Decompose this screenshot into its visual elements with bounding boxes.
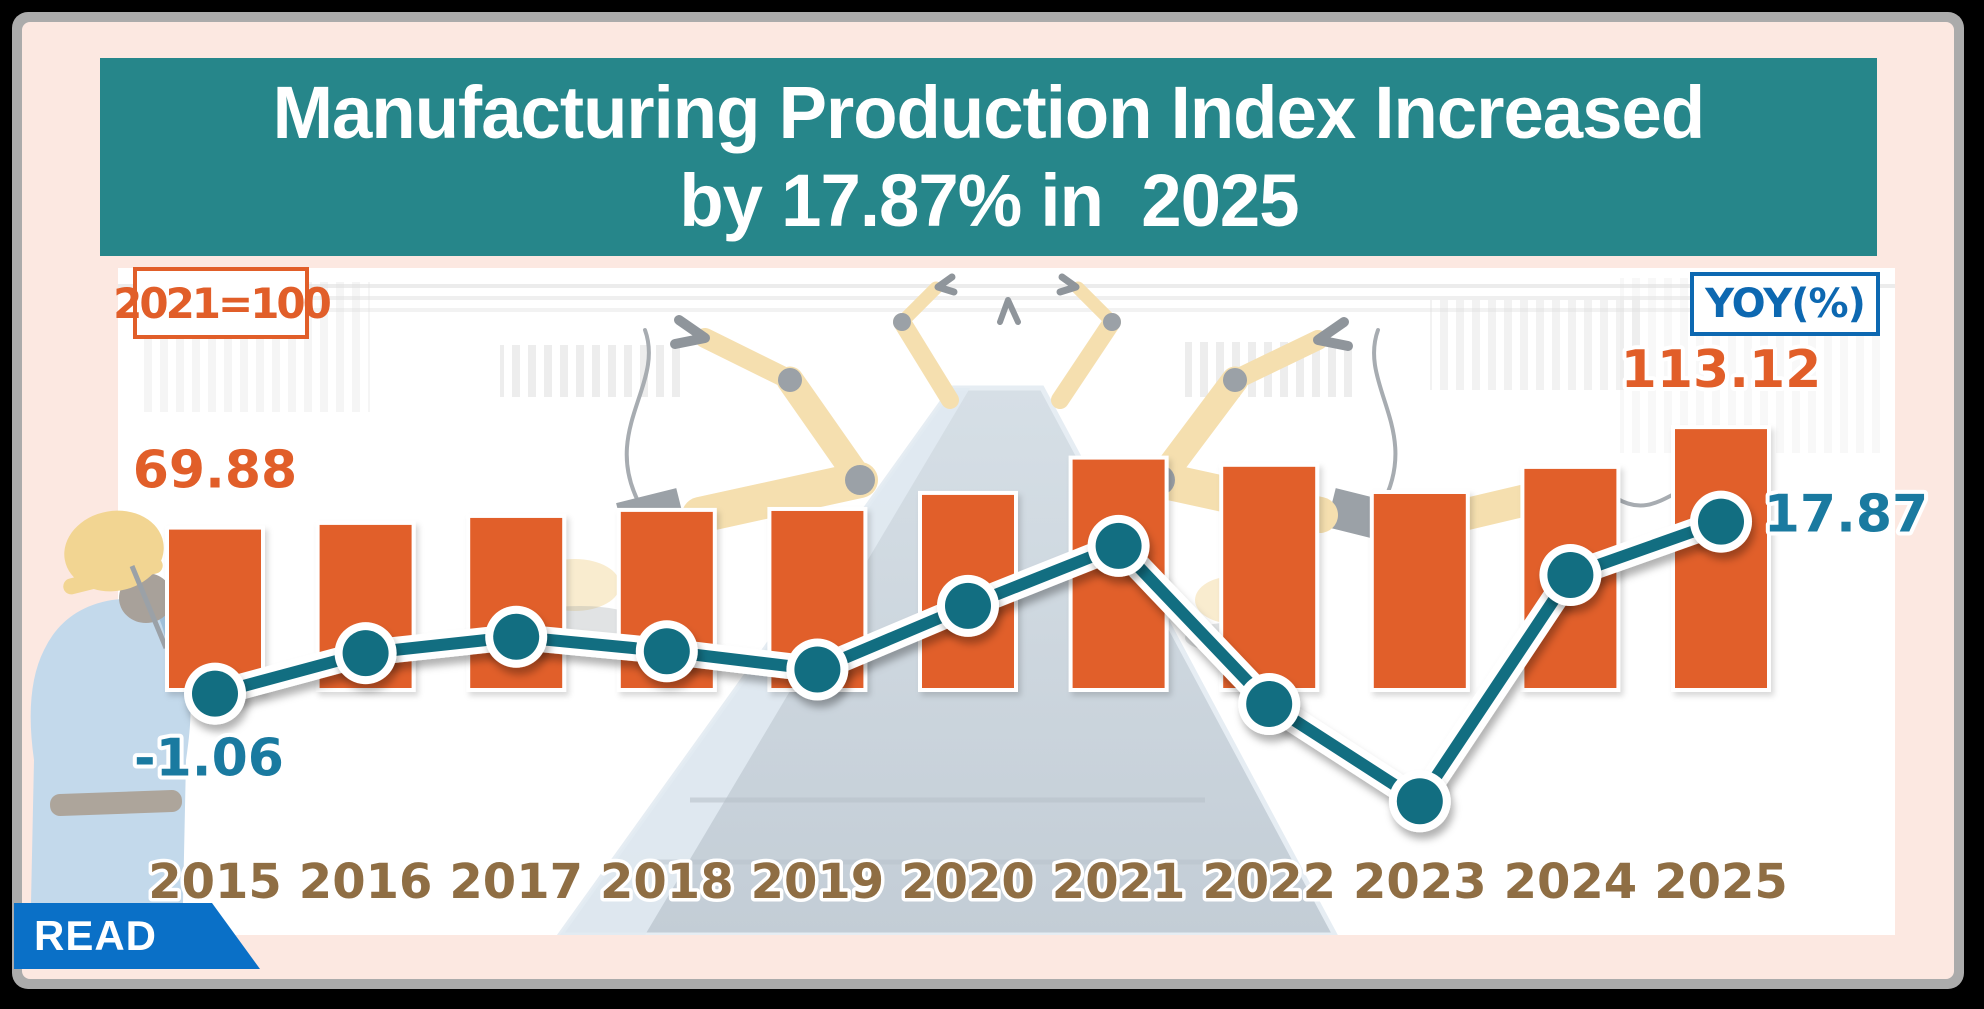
yoy-legend-badge: YOY(%): [1690, 272, 1880, 336]
worker-phone-strap: [129, 565, 169, 649]
marker-2016: [342, 630, 389, 677]
year-label-2025: 2025: [1654, 854, 1788, 910]
year-label-2023: 2023: [1353, 854, 1487, 910]
year-label-2017: 2017: [449, 854, 583, 910]
marker-2020: [945, 582, 991, 629]
marker-2024: [1547, 551, 1594, 598]
shelf-stripes: [500, 345, 680, 397]
read-button[interactable]: READ: [14, 903, 260, 969]
page-title-line1: Manufacturing Production Index Increased: [272, 71, 1706, 154]
page-title-line2: by 17.87% in 2025: [678, 159, 1299, 242]
index-base-badge: 2021=100: [113, 267, 332, 339]
yoy-legend-label: YOY(%): [1705, 281, 1866, 327]
marker-2019: [794, 646, 841, 693]
value-labels: 69.88 113.12 -1.06 17.87: [129, 336, 1932, 793]
robot-cable: [1372, 328, 1398, 507]
year-label-2015: 2015: [148, 854, 282, 910]
robot-arm-top-right: [997, 273, 1121, 409]
year-label-2018: 2018: [600, 854, 734, 910]
robot-joint: [1223, 368, 1247, 392]
marker-2022: [1246, 680, 1293, 727]
read-button-label: READ: [34, 912, 158, 959]
robot-claw: [934, 273, 958, 296]
x-axis-labels: 2015 2016 2017 2018 2019 2020 2021 2022 2023 2024…: [145, 851, 1792, 914]
worker-hardhat-brim: [63, 557, 163, 595]
year-label-2016: 2016: [299, 854, 433, 910]
index-value-label-2015: 69.88: [133, 441, 297, 501]
robot-joint: [845, 465, 875, 495]
marker-2023: [1396, 778, 1443, 825]
marker-2018: [643, 628, 690, 675]
ceiling-line: [118, 284, 1895, 288]
line-markers: [184, 490, 1752, 833]
year-label-2022: 2022: [1202, 854, 1336, 910]
worker-belt: [49, 790, 183, 816]
header-banner: Manufacturing Production Index Increased…: [100, 58, 1877, 256]
robot-cable: [624, 328, 651, 507]
worker-illustration: [30, 510, 191, 950]
index-base-label: 2021=100: [113, 278, 332, 328]
robot-claw: [1313, 317, 1353, 351]
robot-joint: [778, 368, 802, 392]
robot-claw: [997, 297, 1021, 325]
yoy-value-label-2025: 17.87: [1764, 485, 1928, 545]
worker-coat: [30, 596, 191, 950]
bar-2025: [1671, 425, 1771, 692]
year-label-2024: 2024: [1504, 854, 1638, 910]
ceiling-line: [300, 308, 1700, 312]
yoy-value-label-2015: -1.06: [134, 729, 284, 789]
robot-joint: [893, 313, 911, 331]
year-label-2021: 2021: [1052, 854, 1186, 910]
year-label-2019: 2019: [751, 854, 885, 910]
marker-2017: [493, 613, 540, 660]
index-value-label-2025: 113.12: [1621, 340, 1822, 400]
marker-2015: [192, 670, 238, 717]
robot-arm-top-left: [893, 273, 959, 409]
robot-joint: [1103, 313, 1121, 331]
robot-claw: [670, 315, 710, 349]
bar-2023: [1369, 489, 1470, 693]
robot-claw: [1056, 273, 1080, 296]
ceiling-line: [200, 296, 1800, 300]
year-label-2020: 2020: [901, 854, 1035, 910]
shelf-stripes: [1430, 300, 1640, 390]
marker-2021: [1095, 522, 1142, 569]
marker-2025: [1698, 498, 1744, 545]
